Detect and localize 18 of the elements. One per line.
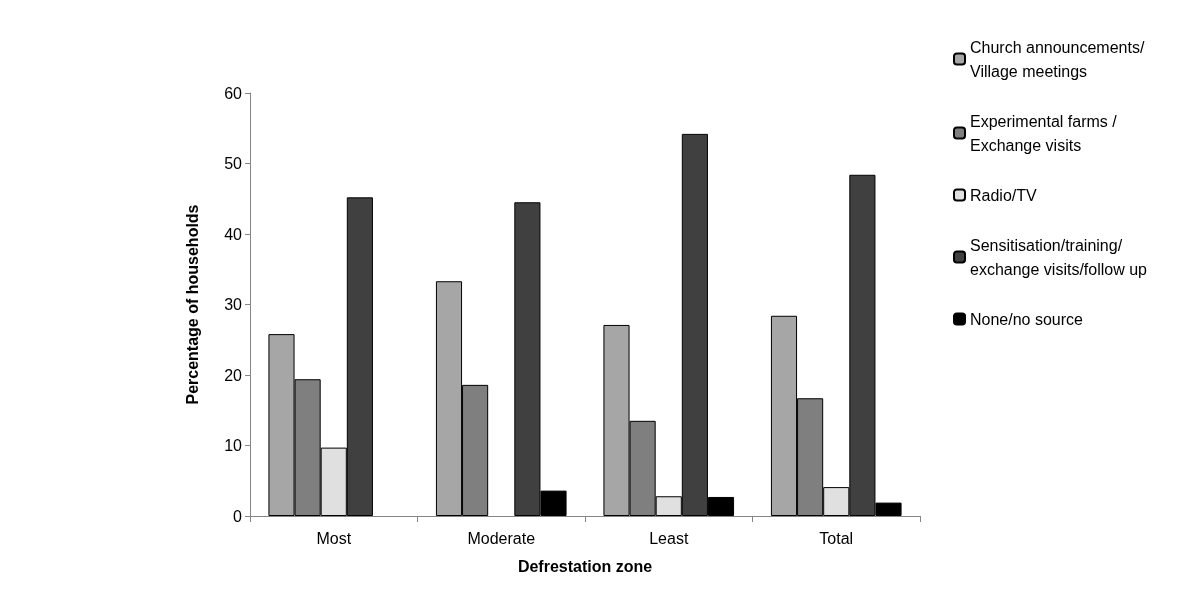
y-tick-label: 40 [224, 225, 243, 243]
y-tick-label: 0 [233, 507, 243, 525]
x-tick-label: Moderate [467, 529, 536, 547]
legend-label: Sensitisation/training/exchange visits/follow up [970, 236, 1148, 278]
legend-label: Radio/TV [970, 186, 1038, 204]
x-tick-label: Least [649, 529, 689, 547]
x-axis-title: Defrestation zone [517, 557, 653, 575]
y-tick-label: 10 [224, 437, 243, 454]
y-tick-label: 60 [224, 84, 243, 102]
x-tick-label: Most [316, 529, 352, 547]
legend-label: None/no source [970, 310, 1084, 328]
x-tick-label: Total [819, 529, 854, 547]
legend-label: Experimental farms /Exchange visits [970, 112, 1118, 154]
y-tick-label: 30 [224, 296, 243, 313]
y-tick-label: 50 [224, 155, 243, 172]
y-tick-label: 20 [224, 366, 243, 384]
legend-label: Church announcements/Village meetings [970, 38, 1145, 80]
y-axis-title: Percentage of households [183, 204, 201, 405]
